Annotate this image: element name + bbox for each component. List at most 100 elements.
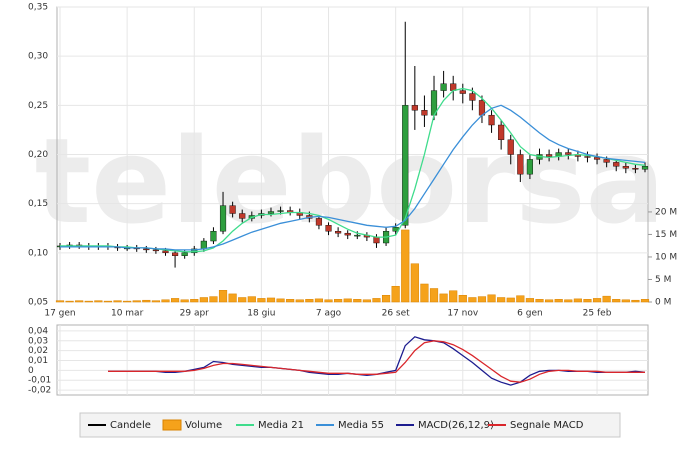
y-tick-label: 0,05 [28,298,48,308]
volume-bar [75,300,84,303]
volume-bar [334,299,343,303]
candle-body [152,249,159,252]
candle-body [469,93,476,101]
candle-body [335,230,342,234]
y2-tick-label: 0 M [655,298,671,308]
legend-swatch [162,419,182,431]
y-tick-label: 0,15 [28,199,48,209]
candle-body [277,210,284,212]
volume-bar [228,293,237,303]
y-tick-label: 0,04 [28,326,48,336]
volume-bar [381,294,391,303]
volume-bar [554,299,563,303]
volume-bar [631,299,640,303]
candle-body [162,250,169,254]
candle-body [526,159,533,175]
candle-body [440,83,447,91]
volume-bar [353,299,362,303]
volume-bar [362,299,371,303]
volume-bar [602,295,611,303]
volume-bar [583,299,592,303]
candle-body [546,154,553,157]
volume-bar [94,300,103,303]
candle-body [315,218,323,226]
line-series [60,104,646,251]
candle-body [402,105,409,226]
volume-bar [286,299,295,303]
legend-label: Media 21 [258,420,304,431]
candle-body [613,162,620,167]
volume-bar [161,299,170,303]
candle-body [325,225,332,232]
volume-bar [218,290,228,303]
volume-bar [238,297,247,303]
volume-bar [324,299,333,303]
volume-bar [410,263,419,303]
candle-body [373,236,380,244]
legend-label: MACD(26,12,9) [418,420,494,431]
volume-bar [209,296,218,303]
y-tick-label: -0,02 [28,386,51,396]
volume-bar [305,299,314,303]
candle-body [622,166,629,169]
y2-tick-label: 5 M [655,275,671,285]
y-tick-label: 0,35 [28,3,48,13]
volume-bar [180,299,189,303]
candle-body [143,248,150,251]
y-tick-label: 0,30 [28,52,48,62]
x-tick-label: 18 giu [247,309,275,319]
candle-body [172,252,179,256]
volume-bar [295,299,304,303]
volume-bar [545,299,554,303]
y-tick-label: 0,02 [28,346,48,356]
x-tick-label: 29 apr [180,309,210,319]
volume-bar [151,300,160,303]
volume-bar [612,299,621,303]
volume-bar [506,297,515,303]
candle-body [603,159,610,163]
candle-body [181,252,188,256]
x-tick-label: 6 gen [517,309,543,319]
candle-body [344,232,351,236]
volume-bar [640,299,650,303]
candle-body [584,156,591,158]
volume-bar [314,298,324,303]
candle-body [632,168,639,170]
volume-bar [266,297,276,303]
y-tick-label: 0 [28,366,34,376]
volume-bar [123,300,132,303]
volume-bar [276,298,285,303]
volume-bar [103,300,113,303]
volume-bar [516,295,525,303]
legend-label: Candele [110,420,151,431]
x-tick-label: 7 ago [316,309,342,319]
y2-tick-label: 20 M [655,207,677,217]
candle-body [641,166,649,170]
legend-label: Media 55 [338,420,384,431]
y-tick-label: -0,01 [28,376,51,386]
candle-body [229,205,236,214]
volume-bar [247,296,256,303]
volume-bar [199,297,208,303]
y2-tick-label: 10 M [655,252,677,262]
volume-bar [372,298,381,303]
candle-body [593,157,601,160]
volume-bar [142,299,151,303]
candle-body [498,124,505,140]
y-tick-label: 0,01 [28,356,48,366]
volume-bar [621,299,630,303]
volume-bar [420,283,429,303]
volume-bar [535,299,544,303]
candle-body [421,110,428,116]
volume-bar [132,300,141,303]
volume-bar [525,298,535,303]
volume-bar [257,298,266,303]
volume-bar [113,300,122,303]
candle-body [191,248,198,254]
y-tick-label: 0,03 [28,336,48,346]
candle-body [507,139,514,155]
volume-bar [468,297,477,303]
line-series [108,340,645,383]
candle-body [488,114,495,126]
